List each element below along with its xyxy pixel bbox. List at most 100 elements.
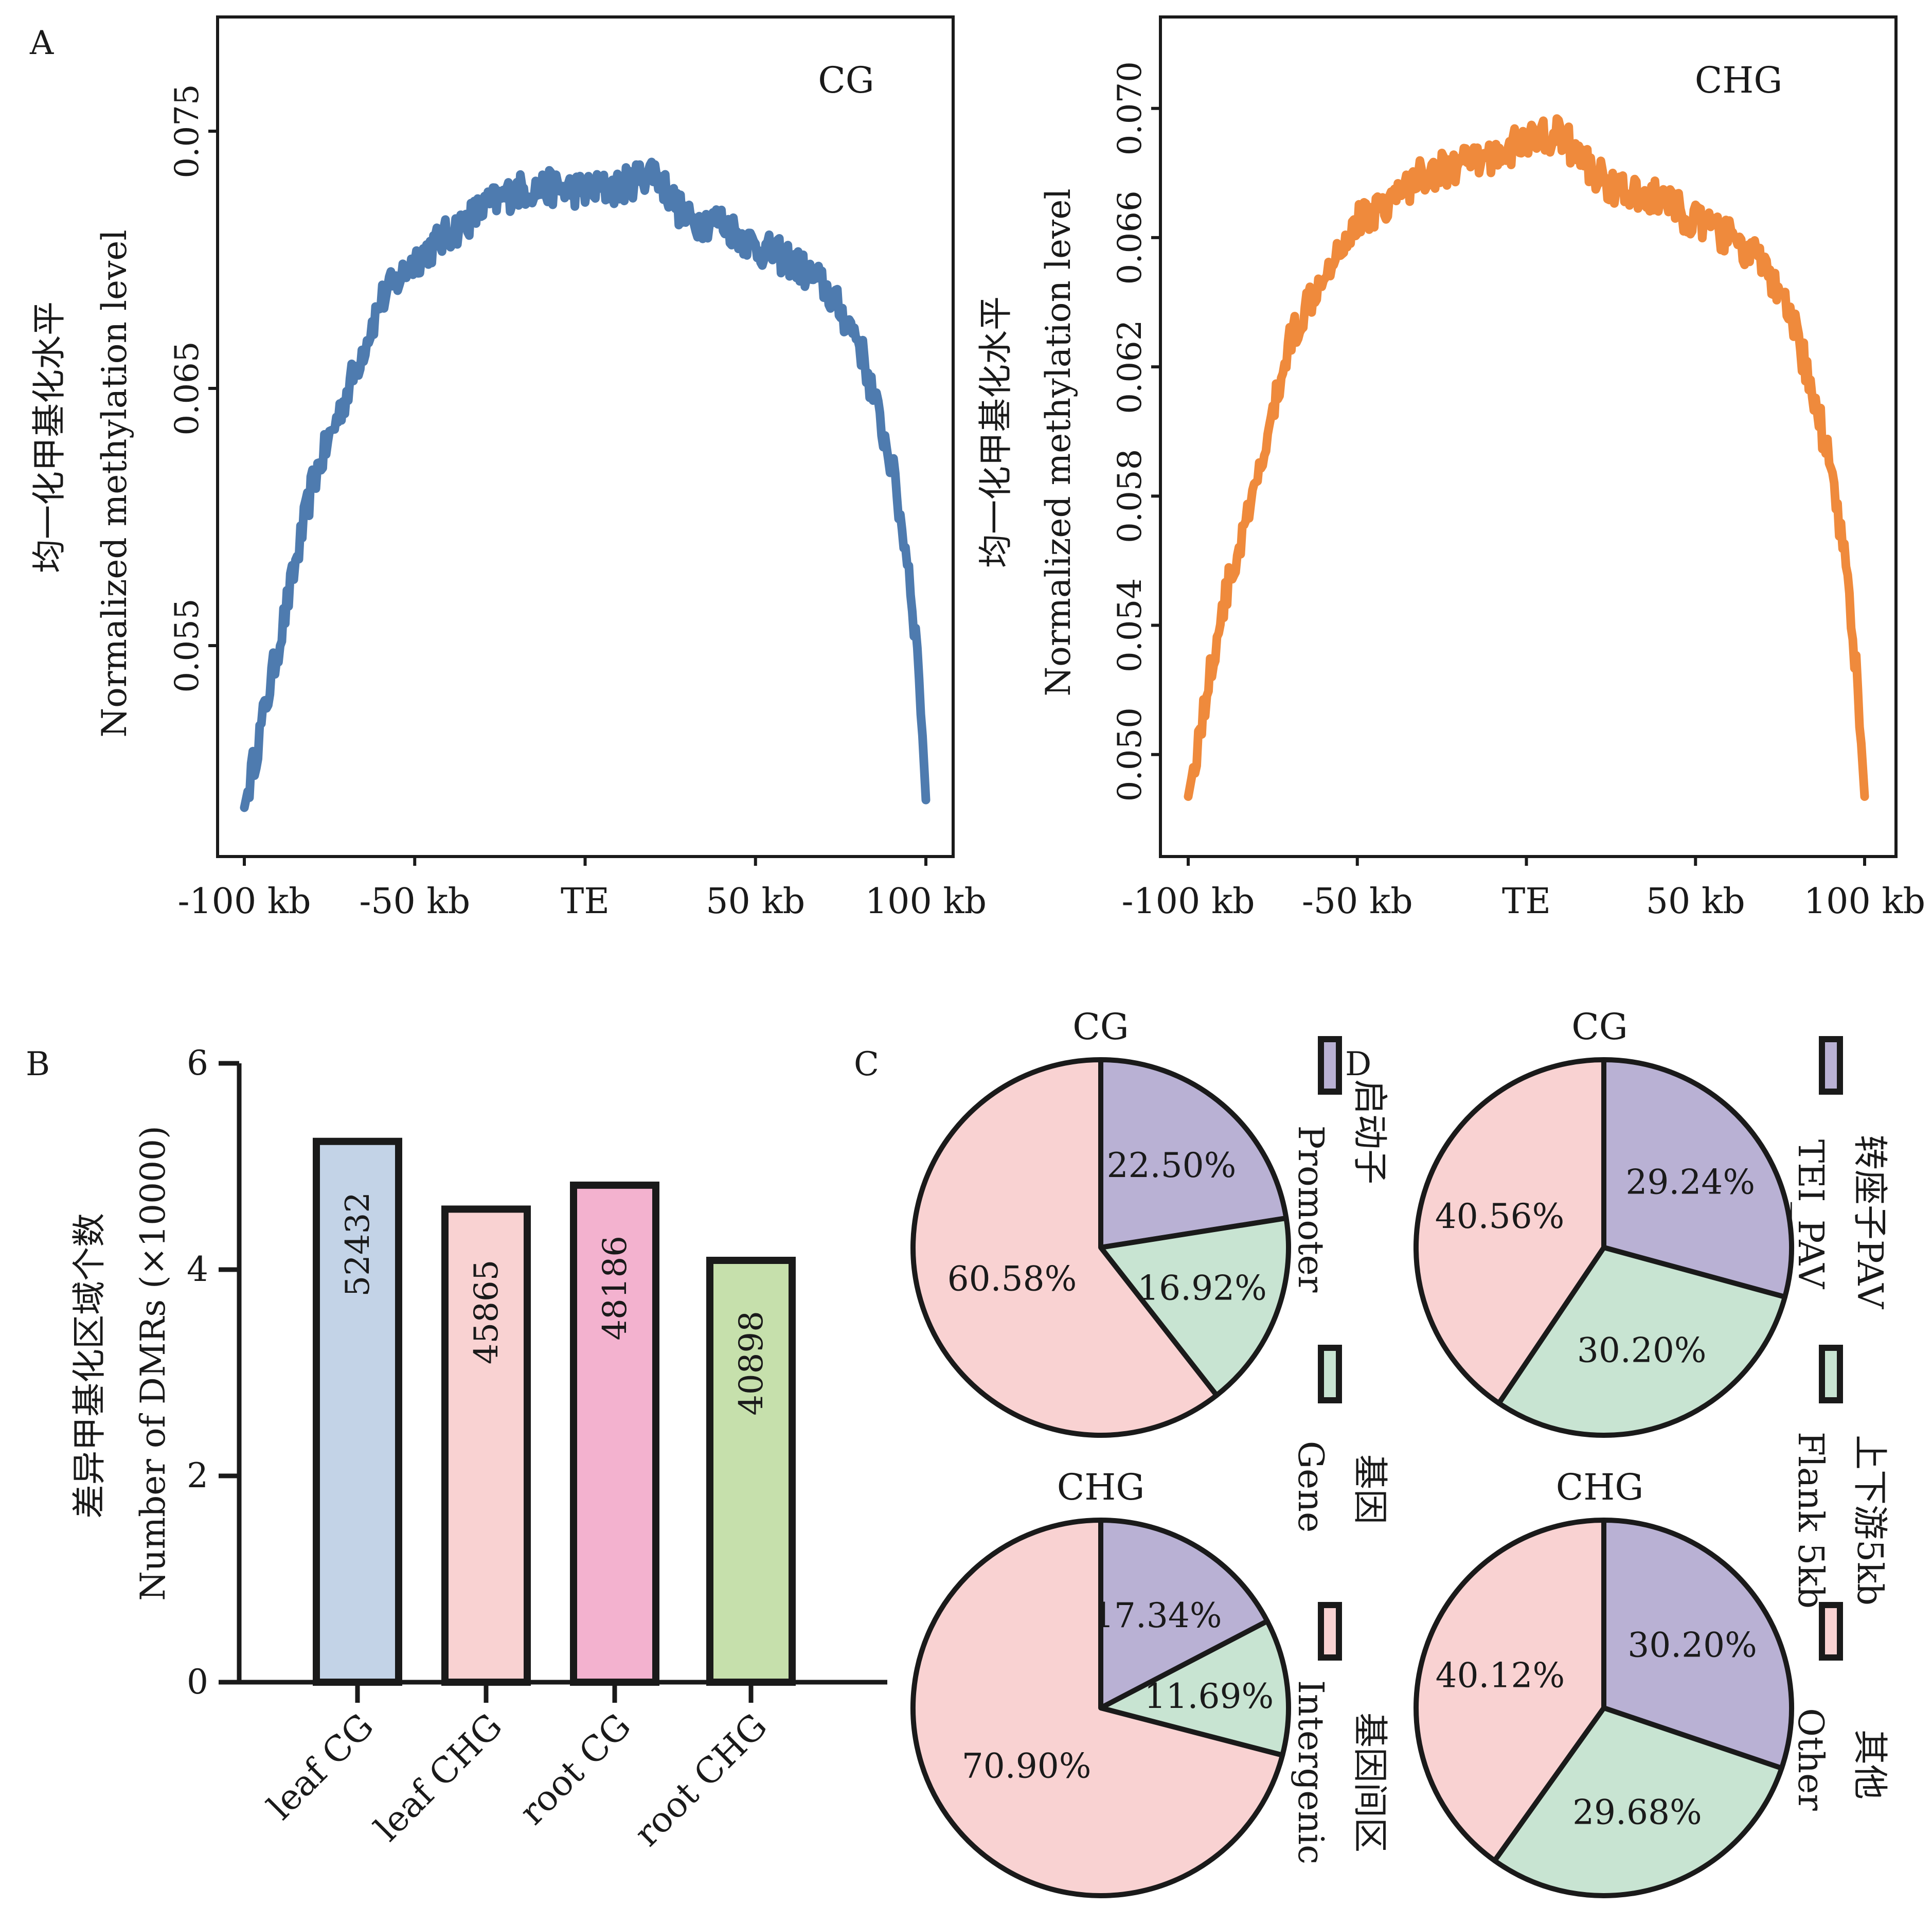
pie-slice-label: 11.69% — [1144, 1677, 1274, 1716]
bar — [441, 1205, 531, 1686]
y-axis-label-en: Normalized methylation level — [1039, 188, 1078, 696]
pie-slice-label: 30.20% — [1577, 1330, 1707, 1370]
y-tick-label: 2 — [187, 1456, 208, 1495]
pie-slice — [1098, 1618, 1291, 1758]
panel-letter-a: A — [29, 24, 54, 62]
pie-slice — [1098, 1057, 1289, 1250]
pie-slice — [1492, 1705, 1784, 1898]
x-tick-label: 50 kb — [706, 881, 805, 922]
x-tick-label: 50 kb — [1646, 881, 1745, 922]
pie-chart-d-chg: CHG 30.20% 29.68% 40.12% — [1414, 1466, 1794, 1898]
y-tick-label: 0.075 — [168, 84, 206, 178]
pie-slice-label: 40.56% — [1435, 1197, 1565, 1236]
legend-label-promoter-cn: 启动子 — [1349, 1079, 1390, 1184]
x-tick-label: -50 kb — [1302, 881, 1413, 922]
pie-title: CHG — [1556, 1466, 1644, 1508]
y-tick-label: 0.065 — [168, 341, 206, 435]
legend-label-flank-en: Flank 5kb — [1790, 1432, 1831, 1609]
legend-label-other-en: Other — [1790, 1708, 1831, 1811]
pie-title: CHG — [1057, 1466, 1145, 1508]
legend-label-other-cn: 其他 — [1849, 1730, 1890, 1799]
pie-slice-label: 30.20% — [1627, 1626, 1757, 1665]
y-axis-label-cn: 差异甲基化区域个数 — [69, 1213, 109, 1519]
y-tick-label: 0.050 — [1111, 707, 1149, 801]
y-axis-label-en: Normalized methylation level — [95, 229, 134, 737]
pie-title: CG — [1072, 1006, 1129, 1048]
legend-label-intergenic-cn: 基因间区 — [1349, 1713, 1390, 1852]
pie-slice-label: 17.34% — [1093, 1596, 1222, 1635]
legend-label-intergenic-en: Intergenic — [1290, 1680, 1331, 1864]
pie-slice-label: 16.92% — [1137, 1268, 1267, 1308]
pie-slice — [910, 1518, 1285, 1898]
legend-swatch-promoter — [1318, 1036, 1342, 1095]
legend-swatch-te-pav — [1819, 1036, 1843, 1095]
x-tick-label: -50 kb — [359, 881, 470, 922]
x-tick-label: -100 kb — [1121, 881, 1255, 922]
pie-slice-label: 29.24% — [1625, 1163, 1755, 1202]
legend-label-promoter-en: Promoter — [1290, 1126, 1331, 1293]
legend-label-te-pav-cn: 转座子PAV — [1849, 1135, 1890, 1310]
y-axis-label-en: Number of DMRs (×10000) — [133, 1126, 173, 1601]
pie-slice-label: 70.90% — [962, 1746, 1092, 1786]
bar-value-label: 48186 — [596, 1236, 634, 1341]
y-tick-label: 4 — [187, 1250, 208, 1289]
axis-ticks: 0.055 0.065 0.075 -100 kb -50 kb TE 50 kb 100 k… — [168, 84, 987, 922]
bar-value-label: 52432 — [339, 1192, 377, 1297]
pie-slice-label: 60.58% — [947, 1259, 1077, 1299]
legend-swatch-flank — [1819, 1345, 1843, 1403]
panel-letter-d: D — [1345, 1045, 1371, 1083]
bar-value-label: 45865 — [468, 1260, 506, 1365]
y-tick-label: 0 — [187, 1662, 208, 1702]
panel-letter-c: C — [854, 1045, 879, 1083]
x-tick-label: 100 kb — [865, 881, 987, 922]
x-tick-label: TE — [561, 881, 610, 922]
pie-slice — [1098, 1215, 1291, 1398]
bar-value-label: 40898 — [732, 1311, 771, 1416]
legend-d: 转座子PAV TEI_PAV 上下游5kb Flank 5kb 其他 Other — [1790, 1036, 1890, 1811]
pie-slice — [1414, 1057, 1606, 1406]
pie-slice-label: 40.12% — [1436, 1655, 1565, 1695]
plot-frame — [1159, 15, 1898, 858]
legend-swatch-intergenic — [1318, 1602, 1342, 1661]
pie-chart-c-chg: CHG 17.34% 11.69% 70.90% — [910, 1466, 1291, 1898]
x-tick-label: root CHG — [627, 1706, 775, 1854]
pie-chart-c-cg: CG 22.50% 16.92% 60.58% — [910, 1006, 1291, 1438]
y-tick-label: 0.058 — [1111, 449, 1149, 543]
y-tick-label: 0.054 — [1111, 578, 1149, 672]
pie-slice — [1414, 1518, 1606, 1863]
legend-label-gene-en: Gene — [1290, 1441, 1331, 1533]
x-tick-label: root CG — [512, 1706, 639, 1833]
legend-c: 启动子 Promoter 基因 Gene 基因间区 Intergenic — [1290, 1036, 1390, 1864]
chart-title: CHG — [1695, 59, 1783, 101]
y-tick-label: 0.062 — [1111, 320, 1149, 414]
x-tick-label: leaf CG — [260, 1706, 382, 1828]
series-line-chg — [1184, 114, 1869, 801]
line-chart-cg: CG 0.055 0.065 0.075 -100 kb -50 kb TE 50 kb 10… — [29, 15, 987, 922]
legend-swatch-other — [1819, 1602, 1843, 1661]
pie-slice — [1098, 1518, 1270, 1710]
pie-chart-d-cg: CG 29.24% 30.20% 40.56% — [1414, 1006, 1794, 1438]
bars: 52432 45865 48186 40898 — [313, 1137, 796, 1686]
pie-slice — [1601, 1518, 1794, 1771]
y-axis-label-cn: 均一化甲基化水平 — [976, 296, 1015, 568]
line-chart-chg: CHG 0.050 0.054 0.058 0.062 0.066 0.070 -100 k… — [976, 15, 1925, 922]
series-line-cg — [240, 157, 931, 812]
x-tick-label: TE — [1502, 881, 1551, 922]
legend-label-te-pav-en: TEI_PAV — [1790, 1139, 1831, 1290]
legend-label-flank-cn: 上下游5kb — [1849, 1435, 1890, 1606]
bar — [313, 1137, 402, 1686]
legend-swatch-gene — [1318, 1345, 1342, 1403]
pie-slice — [1496, 1245, 1788, 1438]
y-tick-label: 0.070 — [1111, 61, 1149, 155]
y-tick-label: 6 — [187, 1043, 208, 1083]
y-tick-label: 0.066 — [1111, 190, 1149, 284]
pie-slice-label: 22.50% — [1107, 1146, 1237, 1185]
x-tick-label: leaf CHG — [367, 1706, 510, 1849]
pie-title: CG — [1571, 1006, 1627, 1048]
pie-slice — [910, 1057, 1220, 1438]
chart-title: CG — [818, 59, 874, 101]
x-tick-label: 100 kb — [1804, 881, 1925, 922]
panel-letter-b: B — [26, 1045, 50, 1083]
